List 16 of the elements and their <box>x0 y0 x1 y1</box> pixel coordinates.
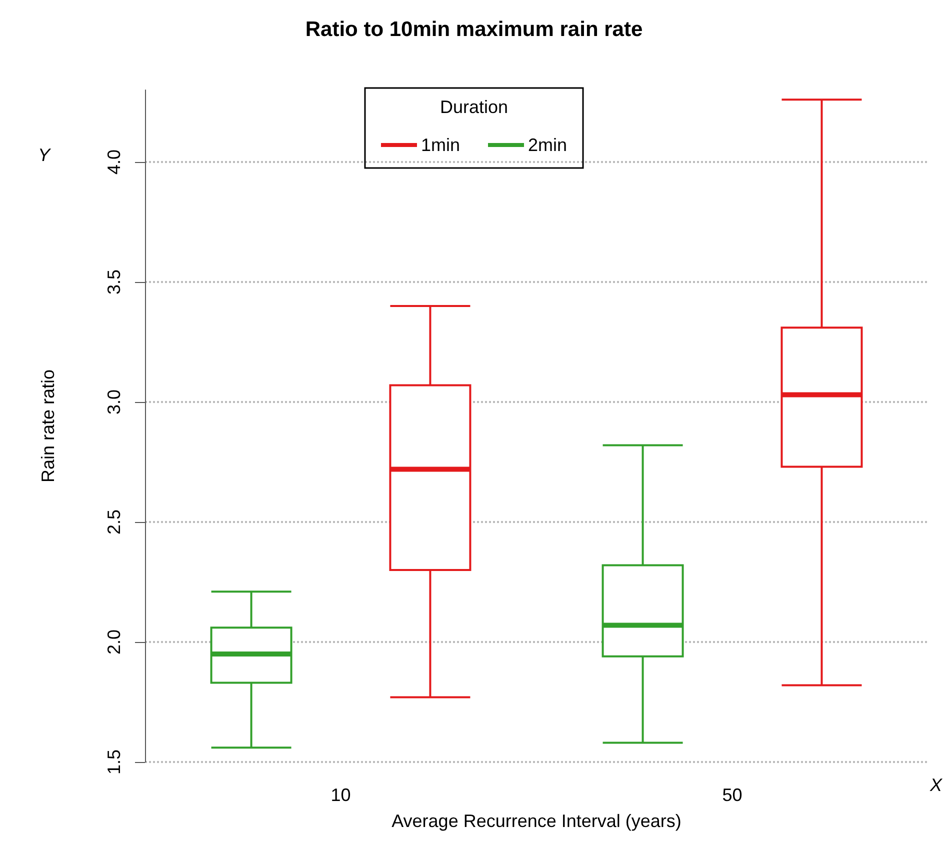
y-tick-label: 4.0 <box>104 149 124 175</box>
y-tick-label: 2.0 <box>104 629 124 655</box>
y-tick-label: 1.5 <box>104 749 124 775</box>
text: X <box>928 775 943 795</box>
y-axis-title: Rain rate ratio <box>38 369 58 483</box>
x-axis-title: Average Recurrence Interval (years) <box>392 811 682 831</box>
legend-label: 1min <box>420 135 460 155</box>
y-tick-label: 2.5 <box>104 509 124 535</box>
y-tick-label: 3.0 <box>104 389 124 415</box>
y-tick-label: 3.5 <box>104 269 124 295</box>
chart-title: Ratio to 10min maximum rain rate <box>305 18 643 41</box>
x-tick-label: 10 <box>330 785 351 805</box>
legend-title: Duration <box>440 97 508 117</box>
text: Y <box>38 145 52 165</box>
x-tick-label: 50 <box>722 785 742 805</box>
legend-label: 2min <box>528 135 568 155</box>
